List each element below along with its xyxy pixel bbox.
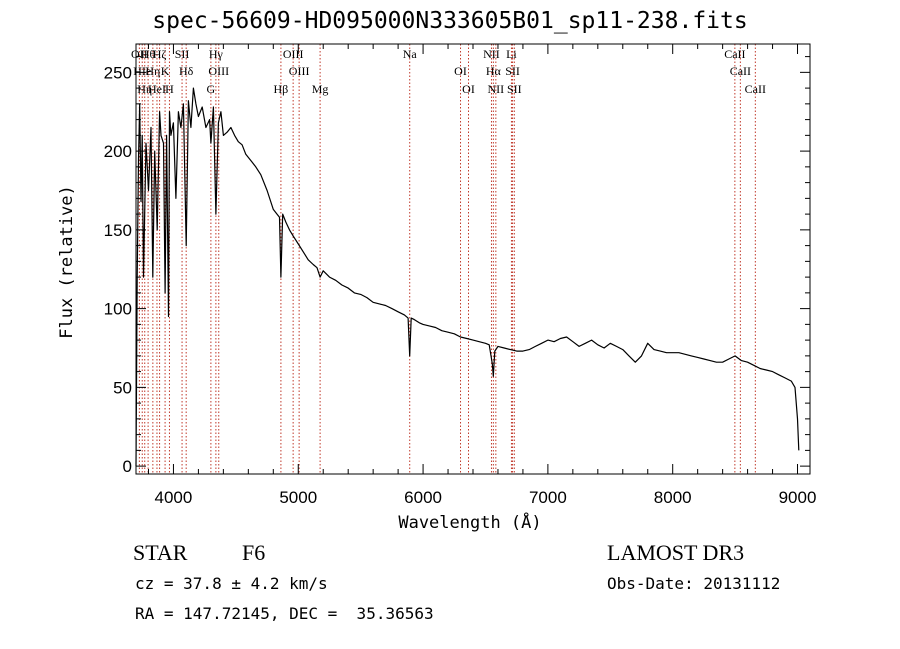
y-axis-label: Flux (relative) <box>57 185 77 339</box>
spectral-line-label: Na <box>403 47 418 61</box>
spectral-line-label: CaII <box>724 47 745 61</box>
chart-title: spec-56609-HD095000N333605B01_sp11-238.f… <box>152 8 748 34</box>
y-tick-label: 150 <box>104 221 132 240</box>
axes <box>135 43 811 475</box>
spectral-line-label: NII <box>488 82 505 96</box>
spectral-line-label: CaII <box>730 64 751 78</box>
spectral-line-label: Hγ <box>209 47 224 61</box>
y-tick-label: 100 <box>104 300 132 319</box>
spectral-line-label: Li <box>506 47 517 61</box>
observation-date: Obs-Date: 20131112 <box>607 574 781 593</box>
ra-dec: RA = 147.72145, DEC = 35.36563 <box>135 604 434 623</box>
spectral-line-label: OII <box>131 47 148 61</box>
object-class: STAR <box>133 540 188 565</box>
spectral-line-label: HIe <box>133 64 151 78</box>
spectral-line-label: SII <box>507 82 522 96</box>
plot-frame <box>135 43 811 475</box>
redshift-cz: cz = 37.8 ± 4.2 km/s <box>135 574 328 593</box>
spectral-line-label: NII <box>483 47 500 61</box>
line-labels: OIIHIeHηHθHηHeIHζKHSIIHδGHγOIIIHβOIIIOII… <box>131 47 766 96</box>
x-tick-label: 8000 <box>654 488 692 507</box>
spectral-line-label: CaII <box>745 82 766 96</box>
spectral-line-label: OIII <box>289 64 310 78</box>
spectral-line-label: Mg <box>312 82 329 96</box>
spectral-line-label: G <box>207 82 216 96</box>
spectrum-line <box>135 87 800 467</box>
x-axis-label: Wavelength (Å) <box>398 511 541 533</box>
spectral-line-label: OIII <box>283 47 304 61</box>
spectral-line-markers <box>138 44 756 474</box>
object-subclass: F6 <box>242 540 266 565</box>
x-tick-label: 5000 <box>279 488 317 507</box>
spectral-line-label: Hδ <box>179 64 194 78</box>
spectral-line-label: Hη <box>145 64 160 78</box>
x-tick-label: 9000 <box>779 488 817 507</box>
spectral-line-label: Hβ <box>274 82 289 96</box>
spectral-line-label: Hα <box>486 64 502 78</box>
spectral-line-label: OI <box>462 82 475 96</box>
ticks: 4000 5000 6000 7000 8000 9000 0 50 100 150 200 250 <box>104 44 817 507</box>
spectral-line-label: SII <box>175 47 190 61</box>
spectral-line-label: Hθ <box>141 47 156 61</box>
y-tick-label: 250 <box>104 63 132 82</box>
spectral-line-label: H <box>165 82 174 96</box>
spectral-line-label: Hζ <box>153 47 167 61</box>
y-tick-label: 200 <box>104 142 132 161</box>
x-tick-label: 7000 <box>529 488 567 507</box>
x-tick-label: 4000 <box>155 488 193 507</box>
spectral-line-label: K <box>161 64 170 78</box>
survey-name: LAMOST DR3 <box>607 540 745 565</box>
spectral-line-label: SII <box>505 64 520 78</box>
spectral-line-label: OIII <box>208 64 229 78</box>
spectral-line-label: HeI <box>148 82 166 96</box>
spectral-line-label: OI <box>454 64 467 78</box>
spectrum-series <box>135 87 800 467</box>
y-tick-label: 0 <box>123 457 132 476</box>
y-tick-label: 50 <box>113 378 132 397</box>
x-tick-label: 6000 <box>404 488 442 507</box>
spectral-line-label: Hη <box>137 82 152 96</box>
